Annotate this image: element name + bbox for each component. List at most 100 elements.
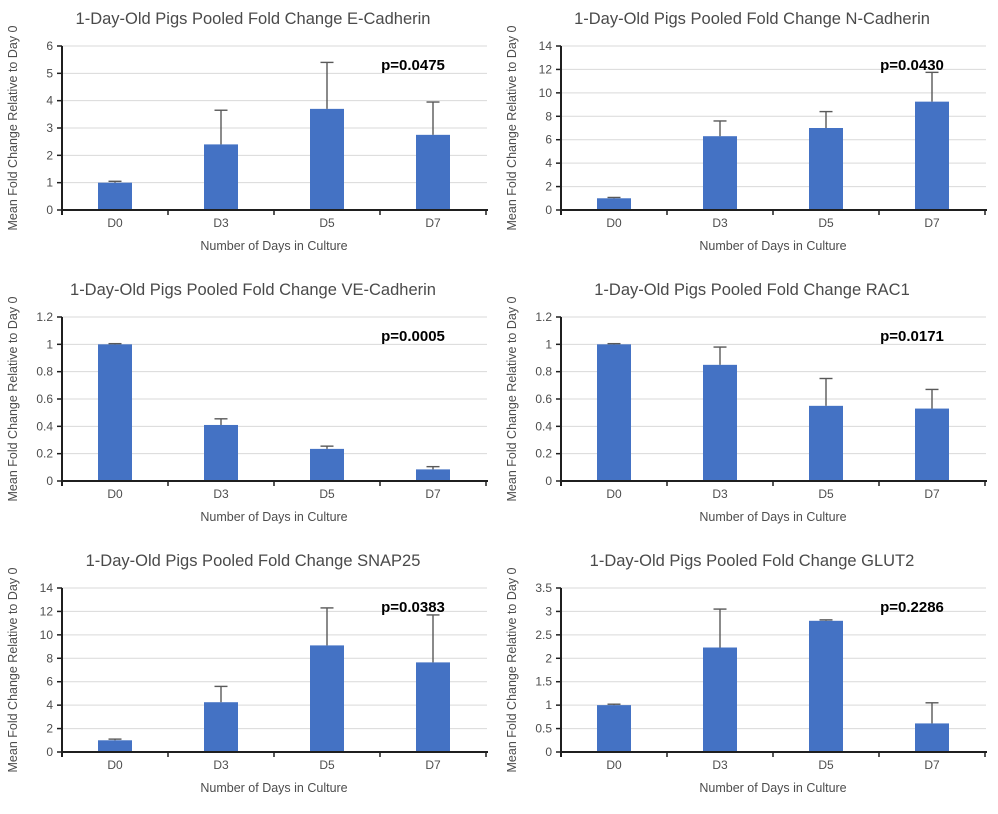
y-tick-label: 3.5 xyxy=(535,581,552,595)
y-tick-label: 0 xyxy=(46,474,53,488)
x-tick-label-D3: D3 xyxy=(712,216,728,230)
y-tick-label: 1 xyxy=(545,337,552,351)
y-tick-label: 12 xyxy=(40,604,54,618)
bar-D5 xyxy=(310,645,344,752)
x-tick-label-D5: D5 xyxy=(818,487,834,501)
bar-D3 xyxy=(703,136,737,210)
y-tick-label: 8 xyxy=(545,109,552,123)
p-value-label: p=0.0475 xyxy=(381,57,445,74)
chart-title: 1-Day-Old Pigs Pooled Fold Change SNAP25 xyxy=(86,552,421,570)
chart-title: 1-Day-Old Pigs Pooled Fold Change E-Cadh… xyxy=(76,10,431,28)
chart-cell-ve-cadherin: D0 D3 D5 D7 0 0.2 0.4 0.6 0.8 1 1.2 1-Day-Old Pigs … xyxy=(0,271,499,542)
bar-D5 xyxy=(809,128,843,210)
chart-cell-e-cadherin: D0 D3 D5 D7 0 1 2 3 4 5 6 1-Day-Old Pigs Pooled Fol… xyxy=(0,0,499,271)
x-tick-label-D3: D3 xyxy=(213,216,229,230)
x-tick-label-D7: D7 xyxy=(924,216,940,230)
x-tick-label-D7: D7 xyxy=(924,758,940,772)
y-tick-label: 4 xyxy=(46,698,53,712)
x-tick-label-D0: D0 xyxy=(606,487,622,501)
x-tick-label-D5: D5 xyxy=(319,216,335,230)
chart-e-cadherin: D0 D3 D5 D7 0 1 2 3 4 5 6 1-Day-Old Pigs Pooled Fol… xyxy=(6,10,488,253)
y-tick-label: 0.6 xyxy=(36,392,53,406)
x-tick-label-D5: D5 xyxy=(319,487,335,501)
bar-D0 xyxy=(98,344,132,481)
y-tick-label: 0 xyxy=(545,745,552,759)
y-axis-title: Mean Fold Change Relative to Day 0 xyxy=(6,25,20,230)
y-tick-label: 0.2 xyxy=(535,447,552,461)
bar-D0 xyxy=(597,705,631,752)
chart-title: 1-Day-Old Pigs Pooled Fold Change RAC1 xyxy=(594,281,910,299)
chart-title: 1-Day-Old Pigs Pooled Fold Change VE-Cad… xyxy=(70,281,436,299)
y-tick-label: 0 xyxy=(545,474,552,488)
chart-glut2: D0 D3 D5 D7 0 0.5 1 1.5 2 2.5 3 3.5 1-Day-Old Pigs P… xyxy=(505,552,987,795)
chart-cell-n-cadherin: D0 D3 D5 D7 0 2 4 6 8 10 12 14 1-Day-Old Pigs Pooled… xyxy=(499,0,998,271)
y-tick-label: 2.5 xyxy=(535,628,552,642)
y-tick-label: 1 xyxy=(545,698,552,712)
p-value-label: p=0.0171 xyxy=(880,328,944,345)
bar-D7 xyxy=(915,101,949,210)
y-tick-label: 6 xyxy=(545,133,552,147)
y-tick-label: 0.4 xyxy=(36,419,53,433)
y-tick-label: 12 xyxy=(539,62,553,76)
chart-n-cadherin: D0 D3 D5 D7 0 2 4 6 8 10 12 14 1-Day-Old Pigs Pooled… xyxy=(505,10,987,253)
p-value-label: p=0.0383 xyxy=(381,599,445,616)
chart-cell-snap25: D0 D3 D5 D7 0 2 4 6 8 10 12 14 1-Day-Old Pigs Pooled… xyxy=(0,542,499,814)
bar-D5 xyxy=(809,405,843,481)
y-tick-label: 6 xyxy=(46,675,53,689)
y-tick-label: 0.2 xyxy=(36,447,53,461)
y-axis-title: Mean Fold Change Relative to Day 0 xyxy=(505,567,519,772)
x-axis-title: Number of Days in Culture xyxy=(699,510,846,524)
y-tick-label: 1 xyxy=(46,337,53,351)
y-tick-label: 0.4 xyxy=(535,419,552,433)
y-tick-label: 0 xyxy=(46,203,53,217)
x-tick-label-D0: D0 xyxy=(606,216,622,230)
x-tick-label-D5: D5 xyxy=(818,758,834,772)
bar-D5 xyxy=(310,448,344,481)
y-axis-title: Mean Fold Change Relative to Day 0 xyxy=(505,296,519,501)
chart-cell-rac1: D0 D3 D5 D7 0 0.2 0.4 0.6 0.8 1 1.2 1-Day-Old Pigs … xyxy=(499,271,998,542)
bar-D7 xyxy=(416,469,450,481)
chart-cell-glut2: D0 D3 D5 D7 0 0.5 1 1.5 2 2.5 3 3.5 1-Day-Old Pigs P… xyxy=(499,542,998,814)
y-axis-title: Mean Fold Change Relative to Day 0 xyxy=(6,567,20,772)
p-value-label: p=0.0005 xyxy=(381,328,445,345)
x-tick-label-D0: D0 xyxy=(107,216,123,230)
x-axis-title: Number of Days in Culture xyxy=(200,510,347,524)
bar-D3 xyxy=(204,144,238,210)
y-tick-label: 10 xyxy=(40,628,54,642)
x-tick-label-D7: D7 xyxy=(425,216,441,230)
chart-title: 1-Day-Old Pigs Pooled Fold Change N-Cadh… xyxy=(574,10,930,28)
chart-snap25: D0 D3 D5 D7 0 2 4 6 8 10 12 14 1-Day-Old Pigs Pooled… xyxy=(6,552,488,795)
bar-D3 xyxy=(703,647,737,752)
x-tick-label-D7: D7 xyxy=(924,487,940,501)
bar-D5 xyxy=(809,620,843,752)
x-tick-label-D5: D5 xyxy=(319,758,335,772)
y-tick-label: 1.2 xyxy=(36,310,53,324)
x-tick-label-D0: D0 xyxy=(107,758,123,772)
y-tick-label: 2 xyxy=(46,722,53,736)
y-axis-title: Mean Fold Change Relative to Day 0 xyxy=(505,25,519,230)
bar-D3 xyxy=(703,364,737,481)
bar-D7 xyxy=(915,408,949,481)
bar-D0 xyxy=(98,740,132,752)
y-tick-label: 1.5 xyxy=(535,675,552,689)
y-tick-label: 0.8 xyxy=(535,365,552,379)
bar-D3 xyxy=(204,702,238,752)
x-axis-title: Number of Days in Culture xyxy=(200,239,347,253)
y-tick-label: 3 xyxy=(545,604,552,618)
chart-rac1: D0 D3 D5 D7 0 0.2 0.4 0.6 0.8 1 1.2 1-Day-Old Pigs … xyxy=(505,281,987,524)
y-tick-label: 6 xyxy=(46,39,53,53)
y-tick-label: 10 xyxy=(539,86,553,100)
x-tick-label-D7: D7 xyxy=(425,487,441,501)
x-axis-title: Number of Days in Culture xyxy=(200,781,347,795)
chart-ve-cadherin: D0 D3 D5 D7 0 0.2 0.4 0.6 0.8 1 1.2 1-Day-Old Pigs … xyxy=(6,281,488,524)
y-tick-label: 4 xyxy=(46,94,53,108)
chart-title: 1-Day-Old Pigs Pooled Fold Change GLUT2 xyxy=(590,552,915,570)
bar-D7 xyxy=(416,134,450,210)
bar-D7 xyxy=(915,723,949,752)
p-value-label: p=0.2286 xyxy=(880,599,944,616)
bar-D0 xyxy=(597,344,631,481)
y-axis-title: Mean Fold Change Relative to Day 0 xyxy=(6,296,20,501)
x-tick-label-D5: D5 xyxy=(818,216,834,230)
bar-D3 xyxy=(204,424,238,481)
